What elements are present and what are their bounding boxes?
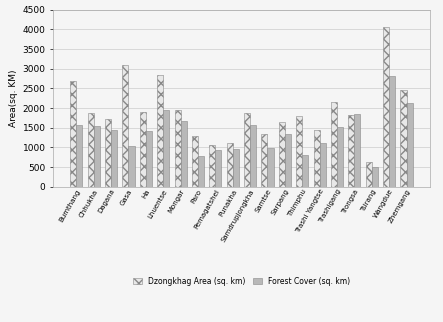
Bar bbox=[279, 122, 285, 187]
Bar bbox=[389, 76, 395, 187]
Bar bbox=[215, 150, 222, 187]
Bar bbox=[348, 115, 354, 187]
Bar bbox=[105, 119, 111, 187]
Bar bbox=[250, 125, 256, 187]
Bar bbox=[400, 90, 407, 187]
Bar bbox=[383, 27, 389, 187]
Bar bbox=[70, 80, 76, 187]
Bar bbox=[302, 155, 308, 187]
Bar bbox=[111, 130, 117, 187]
Bar bbox=[157, 75, 163, 187]
Bar bbox=[181, 121, 187, 187]
Bar bbox=[320, 143, 326, 187]
Bar bbox=[268, 148, 274, 187]
Bar bbox=[227, 144, 233, 187]
Bar bbox=[198, 156, 204, 187]
Legend: Dzongkhag Area (sq. km), Forest Cover (sq. km): Dzongkhag Area (sq. km), Forest Cover (s… bbox=[132, 277, 350, 286]
Bar bbox=[261, 134, 268, 187]
Bar bbox=[244, 113, 250, 187]
Bar bbox=[296, 116, 302, 187]
Bar bbox=[407, 103, 412, 187]
Y-axis label: Area(sq. KM): Area(sq. KM) bbox=[9, 70, 18, 127]
Bar bbox=[88, 113, 94, 187]
Bar bbox=[209, 146, 215, 187]
Bar bbox=[372, 167, 378, 187]
Bar bbox=[128, 146, 135, 187]
Bar bbox=[163, 110, 169, 187]
Bar bbox=[285, 134, 291, 187]
Bar bbox=[233, 149, 239, 187]
Bar bbox=[76, 125, 82, 187]
Bar bbox=[175, 110, 181, 187]
Bar bbox=[331, 102, 337, 187]
Bar bbox=[192, 136, 198, 187]
Bar bbox=[354, 114, 361, 187]
Bar bbox=[337, 127, 343, 187]
Bar bbox=[94, 126, 100, 187]
Bar bbox=[122, 65, 128, 187]
Bar bbox=[146, 131, 152, 187]
Bar bbox=[365, 162, 372, 187]
Bar bbox=[314, 130, 320, 187]
Bar bbox=[140, 112, 146, 187]
